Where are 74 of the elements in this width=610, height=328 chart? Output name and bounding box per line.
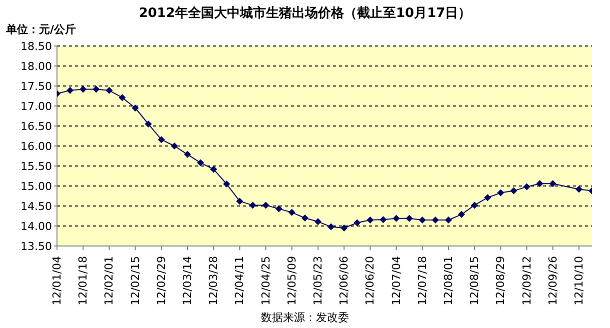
y-tick-label: 15.00 [20,180,52,193]
point [328,223,335,230]
point [158,136,165,144]
x-tick-label: 12/09/12 [520,256,534,306]
point [210,166,218,173]
point [92,86,100,93]
chart-title: 2012年全国大中城市生猪出场价格（截止至10月17日） [138,4,472,22]
x-tick-label: 12/07/04 [390,256,403,306]
point [118,94,126,102]
point [392,214,400,222]
point [132,104,139,112]
point [144,120,152,128]
x-tick-label: 12/07/18 [416,256,429,306]
point [249,202,256,209]
point [106,86,113,94]
x-tick-label: 12/06/20 [364,256,377,306]
point [80,86,87,93]
point [458,210,466,218]
y-axis-title: 单位：元/公斤 [6,22,76,37]
y-tick-label: 17.00 [20,100,52,113]
point [275,205,282,212]
x-tick-label: 12/05/23 [311,256,324,306]
y-tick-label: 14.50 [20,200,52,213]
point [444,216,452,224]
point [536,180,544,188]
point [432,216,439,224]
point [471,202,478,209]
point [497,189,504,196]
x-tick-label: 12/02/29 [154,256,168,306]
x-tick-label: 12/03/14 [180,256,194,306]
x-tick-label: 12/01/04 [50,256,64,306]
point [380,216,387,224]
point [354,219,361,226]
y-tick-label: 15.50 [20,160,52,173]
point [170,142,178,150]
point [288,208,296,216]
point [314,218,322,226]
x-tick-label: 12/08/29 [494,256,508,306]
point [262,202,270,209]
point [484,194,492,202]
x-tick-label: 12/06/06 [338,256,351,306]
x-tick-label: 12/08/15 [468,256,482,306]
point [549,180,556,188]
y-tick-label: 17.50 [20,80,52,93]
x-tick-label: 12/05/09 [285,256,298,306]
x-tick-label: 12/10/10 [572,256,586,306]
point [510,187,518,194]
x-tick-label: 12/09/26 [546,256,560,306]
y-tick-label: 16.00 [20,140,52,153]
x-tick-label: 12/02/15 [128,256,142,306]
x-tick-label: 12/02/01 [102,256,116,306]
point [340,224,348,232]
y-tick-label: 14.00 [20,220,52,233]
point [66,86,74,94]
y-tick-label: 13.50 [20,240,52,253]
point [418,216,426,224]
point [406,214,413,222]
x-tick-label: 12/08/01 [442,256,455,306]
x-tick-label: 12/04/11 [233,256,246,306]
point [236,198,244,205]
point [184,150,191,158]
point [223,180,230,188]
point [301,214,308,222]
y-tick-label: 16.50 [20,120,52,133]
y-tick-label: 18.50 [20,40,52,53]
x-tick-label: 12/03/28 [207,256,220,306]
point [366,216,374,224]
y-tick-label: 18.00 [20,60,52,73]
point [575,186,582,193]
point [523,183,530,190]
point [197,159,204,166]
x-tick-label: 12/04/25 [259,256,272,306]
source-note: 数据来源：发改委 [260,310,350,325]
x-tick-label: 12/01/18 [76,256,90,306]
